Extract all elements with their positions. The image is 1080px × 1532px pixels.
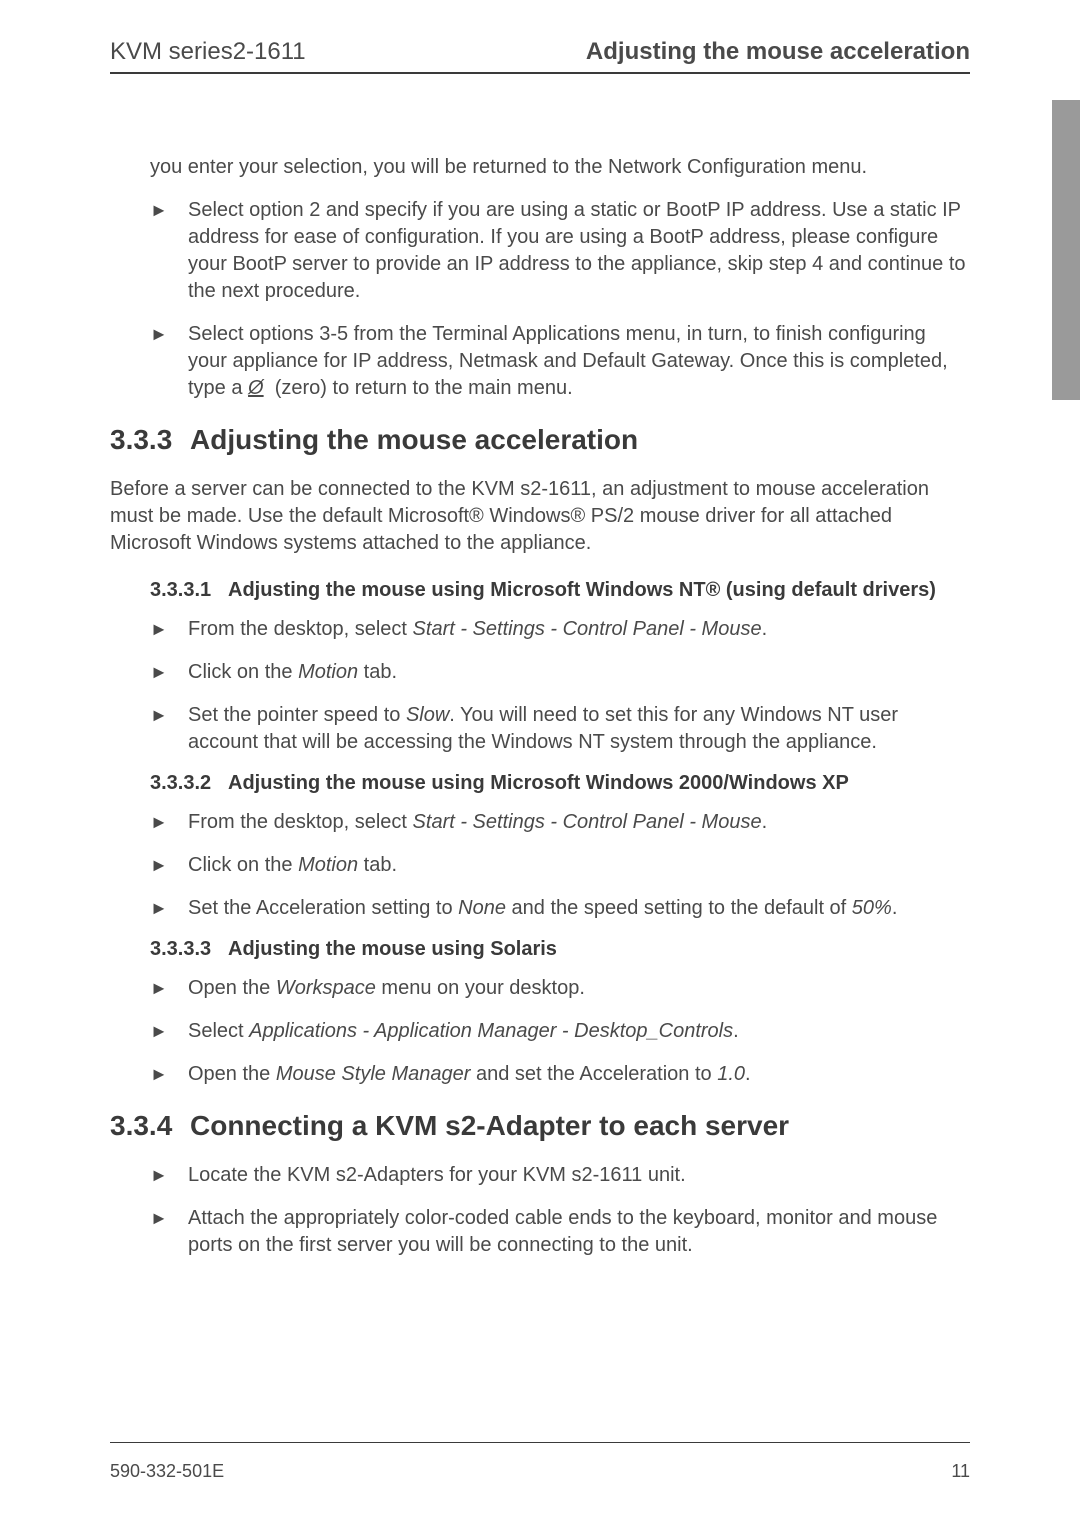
section-heading-3-3-3: 3.3.3Adjusting the mouse acceleration (110, 424, 970, 456)
footer-doc-number: 590-332-501E (110, 1461, 224, 1482)
list-item: ►Set the Acceleration setting to None an… (150, 895, 970, 922)
heading-text: Connecting a KVM s2-Adapter to each serv… (190, 1110, 789, 1141)
list-item: ►Click on the Motion tab. (150, 659, 970, 686)
continuation-paragraph: you enter your selection, you will be re… (150, 154, 970, 181)
bullet-icon: ► (150, 1205, 188, 1229)
bullet-icon: ► (150, 895, 188, 919)
bullet-icon: ► (150, 809, 188, 833)
list-item-text: From the desktop, select Start - Setting… (188, 616, 970, 643)
list-item-text: Click on the Motion tab. (188, 659, 970, 686)
footer-page-number: 11 (951, 1461, 970, 1482)
list-item-text: Click on the Motion tab. (188, 852, 970, 879)
bullet-icon: ► (150, 321, 188, 345)
list-item: ► Select options 3-5 from the Terminal A… (150, 321, 970, 402)
list-item: ► Select option 2 and specify if you are… (150, 197, 970, 305)
bullet-icon: ► (150, 702, 188, 726)
heading-number: 3.3.3.1 (150, 579, 228, 602)
bullet-icon: ► (150, 1061, 188, 1085)
section-intro-paragraph: Before a server can be connected to the … (110, 476, 970, 557)
heading-number: 3.3.3.3 (150, 938, 228, 961)
list-item-text: Set the pointer speed to Slow. You will … (188, 702, 970, 756)
page-edge-tab (1052, 100, 1080, 400)
page-header: KVM series2-1611 Adjusting the mouse acc… (110, 38, 970, 74)
heading-text: Adjusting the mouse using Microsoft Wind… (228, 579, 970, 602)
list-item-text: Open the Workspace menu on your desktop. (188, 975, 970, 1002)
header-product: KVM series2-1611 (110, 38, 306, 66)
list-item-text: From the desktop, select Start - Setting… (188, 809, 970, 836)
list-item: ►Locate the KVM s2-Adapters for your KVM… (150, 1162, 970, 1189)
heading-text: Adjusting the mouse using Solaris (228, 938, 970, 961)
subsection-heading-3-3-3-1: 3.3.3.1 Adjusting the mouse using Micros… (150, 579, 970, 602)
heading-number: 3.3.4 (110, 1110, 190, 1142)
list-item-text: Select Applications - Application Manage… (188, 1018, 970, 1045)
list-item: ►Open the Mouse Style Manager and set th… (150, 1061, 970, 1088)
list-item: ►Set the pointer speed to Slow. You will… (150, 702, 970, 756)
bullet-icon: ► (150, 616, 188, 640)
list-item: ►Attach the appropriately color-coded ca… (150, 1205, 970, 1259)
list-item: ►From the desktop, select Start - Settin… (150, 616, 970, 643)
list-item-text: Set the Acceleration setting to None and… (188, 895, 970, 922)
list-item-text: Select option 2 and specify if you are u… (188, 197, 970, 305)
subsection-heading-3-3-3-2: 3.3.3.2 Adjusting the mouse using Micros… (150, 772, 970, 795)
heading-text: Adjusting the mouse acceleration (190, 424, 638, 455)
list-item: ►Click on the Motion tab. (150, 852, 970, 879)
heading-number: 3.3.3.2 (150, 772, 228, 795)
list-item-text: Select options 3-5 from the Terminal App… (188, 321, 970, 402)
bullet-icon: ► (150, 975, 188, 999)
heading-text: Adjusting the mouse using Microsoft Wind… (228, 772, 970, 795)
list-item-text: Open the Mouse Style Manager and set the… (188, 1061, 970, 1088)
section-heading-3-3-4: 3.3.4Connecting a KVM s2-Adapter to each… (110, 1110, 970, 1142)
header-section-title: Adjusting the mouse acceleration (586, 38, 970, 66)
bullet-icon: ► (150, 852, 188, 876)
list-item-text: Attach the appropriately color-coded cab… (188, 1205, 970, 1259)
subsection-heading-3-3-3-3: 3.3.3.3 Adjusting the mouse using Solari… (150, 938, 970, 961)
bullet-icon: ► (150, 1018, 188, 1042)
bullet-icon: ► (150, 659, 188, 683)
list-item: ►Open the Workspace menu on your desktop… (150, 975, 970, 1002)
bullet-icon: ► (150, 1162, 188, 1186)
list-item: ►From the desktop, select Start - Settin… (150, 809, 970, 836)
page-footer: 590-332-501E 11 (110, 1442, 970, 1482)
heading-number: 3.3.3 (110, 424, 190, 456)
page-content: you enter your selection, you will be re… (110, 154, 970, 1259)
list-item-text: Locate the KVM s2-Adapters for your KVM … (188, 1162, 970, 1189)
bullet-icon: ► (150, 197, 188, 221)
list-item: ►Select Applications - Application Manag… (150, 1018, 970, 1045)
